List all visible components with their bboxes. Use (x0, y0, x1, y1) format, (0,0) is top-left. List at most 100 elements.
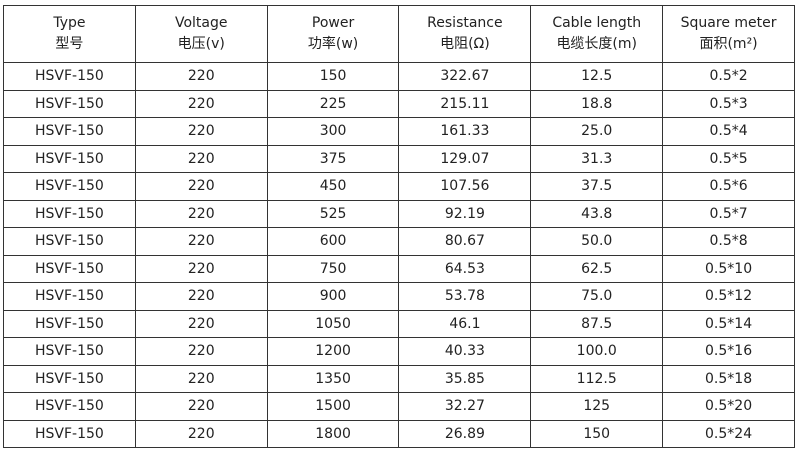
table-cell: HSVF-150 (3, 337, 136, 366)
table-cell: HSVF-150 (3, 392, 136, 421)
table-cell: 0.5*6 (662, 172, 795, 201)
header-cell: Voltage 电压(v) (134, 5, 268, 63)
table-cell: 0.5*18 (662, 364, 795, 393)
table-cell: 0.5*10 (662, 254, 795, 283)
table-cell: 220 (134, 254, 268, 283)
table-row: HSVF-150 220 450 107.56 37.5 0.5*6 (3, 172, 795, 201)
table-cell: 300 (266, 117, 400, 146)
table-cell: 50.0 (530, 227, 664, 256)
table-cell: 220 (134, 227, 268, 256)
table-cell: HSVF-150 (3, 227, 136, 256)
table-cell: HSVF-150 (3, 364, 136, 393)
table-cell: 220 (134, 337, 268, 366)
table-cell: 0.5*12 (662, 282, 795, 311)
table-cell: 75.0 (530, 282, 664, 311)
table-cell: 0.5*2 (662, 62, 795, 91)
table-cell: 112.5 (530, 364, 664, 393)
table-cell: 129.07 (398, 144, 532, 173)
table-cell: 62.5 (530, 254, 664, 283)
table-cell: 87.5 (530, 309, 664, 338)
table-cell: 18.8 (530, 89, 664, 118)
header-zh: 型号 (55, 36, 84, 52)
header-cell: Type 型号 (3, 5, 136, 63)
table-row: HSVF-150 220 1050 46.1 87.5 0.5*14 (3, 309, 795, 338)
table-cell: 220 (134, 309, 268, 338)
table-cell: 750 (266, 254, 400, 283)
table-cell: 375 (266, 144, 400, 173)
table-cell: 150 (530, 419, 664, 448)
table-row: HSVF-150 220 1500 32.27 125 0.5*20 (3, 392, 795, 421)
table-cell: HSVF-150 (3, 199, 136, 228)
table-cell: 80.67 (398, 227, 532, 256)
header-cell: Resistance 电阻(Ω) (398, 5, 532, 63)
table-cell: 1500 (266, 392, 400, 421)
table-cell: 220 (134, 419, 268, 448)
table-row: HSVF-150 220 1350 35.85 112.5 0.5*18 (3, 364, 795, 393)
table-cell: 450 (266, 172, 400, 201)
table-cell: 225 (266, 89, 400, 118)
table-cell: 46.1 (398, 309, 532, 338)
table-cell: 150 (266, 62, 400, 91)
table-row: HSVF-150 220 750 64.53 62.5 0.5*10 (3, 254, 795, 283)
table-cell: 0.5*5 (662, 144, 795, 173)
table-cell: 220 (134, 364, 268, 393)
table-row: HSVF-150 220 525 92.19 43.8 0.5*7 (3, 199, 795, 228)
table-cell: HSVF-150 (3, 62, 136, 91)
header-en: Resistance (427, 15, 503, 31)
table-cell: 64.53 (398, 254, 532, 283)
header-zh: 面积(m²) (699, 36, 758, 52)
table-cell: HSVF-150 (3, 282, 136, 311)
table-cell: 35.85 (398, 364, 532, 393)
table-cell: 220 (134, 144, 268, 173)
header-zh: 功率(w) (307, 36, 359, 52)
table-cell: 600 (266, 227, 400, 256)
table-cell: 37.5 (530, 172, 664, 201)
table-header: Type 型号 Voltage 电压(v) Power 功率(w) Resistance 电阻… (3, 5, 795, 63)
table-row: HSVF-150 220 150 322.67 12.5 0.5*2 (3, 62, 795, 91)
table-cell: 215.11 (398, 89, 532, 118)
table-cell: 1050 (266, 309, 400, 338)
table-cell: 100.0 (530, 337, 664, 366)
header-cell: Power 功率(w) (266, 5, 400, 63)
table-cell: 220 (134, 117, 268, 146)
header-en: Cable length (552, 15, 642, 31)
table-cell: HSVF-150 (3, 419, 136, 448)
table-cell: 0.5*24 (662, 419, 795, 448)
header-en: Type (53, 15, 86, 31)
table-body: HSVF-150 220 150 322.67 12.5 0.5*2 HSVF-150 220… (3, 62, 795, 448)
table-cell: 220 (134, 199, 268, 228)
spec-table: Type 型号 Voltage 电压(v) Power 功率(w) Resistance 电阻… (3, 5, 795, 448)
header-en: Voltage (174, 15, 228, 31)
table-cell: 161.33 (398, 117, 532, 146)
table-cell: HSVF-150 (3, 172, 136, 201)
table-cell: 220 (134, 282, 268, 311)
table-cell: 220 (134, 392, 268, 421)
header-zh: 电阻(Ω) (440, 36, 490, 52)
table-cell: 0.5*20 (662, 392, 795, 421)
table-cell: HSVF-150 (3, 144, 136, 173)
table-cell: 0.5*7 (662, 199, 795, 228)
table-cell: 0.5*16 (662, 337, 795, 366)
table-cell: 525 (266, 199, 400, 228)
table-row: HSVF-150 220 900 53.78 75.0 0.5*12 (3, 282, 795, 311)
header-cell: Cable length 电缆长度(m) (530, 5, 664, 63)
header-en: Square meter (680, 15, 777, 31)
header-en: Power (311, 15, 355, 31)
table-cell: 220 (134, 89, 268, 118)
table-cell: 40.33 (398, 337, 532, 366)
table-cell: 31.3 (530, 144, 664, 173)
table-row: HSVF-150 220 300 161.33 25.0 0.5*4 (3, 117, 795, 146)
header-row: Type 型号 Voltage 电压(v) Power 功率(w) Resistance 电阻… (3, 5, 795, 63)
table-row: HSVF-150 220 1200 40.33 100.0 0.5*16 (3, 337, 795, 366)
table-cell: 1350 (266, 364, 400, 393)
table-cell: 0.5*8 (662, 227, 795, 256)
header-zh: 电压(v) (177, 36, 225, 52)
table-cell: 220 (134, 172, 268, 201)
table-cell: 1800 (266, 419, 400, 448)
table-cell: 25.0 (530, 117, 664, 146)
table-cell: 322.67 (398, 62, 532, 91)
table-cell: 1200 (266, 337, 400, 366)
table-row: HSVF-150 220 225 215.11 18.8 0.5*3 (3, 89, 795, 118)
table-cell: HSVF-150 (3, 117, 136, 146)
